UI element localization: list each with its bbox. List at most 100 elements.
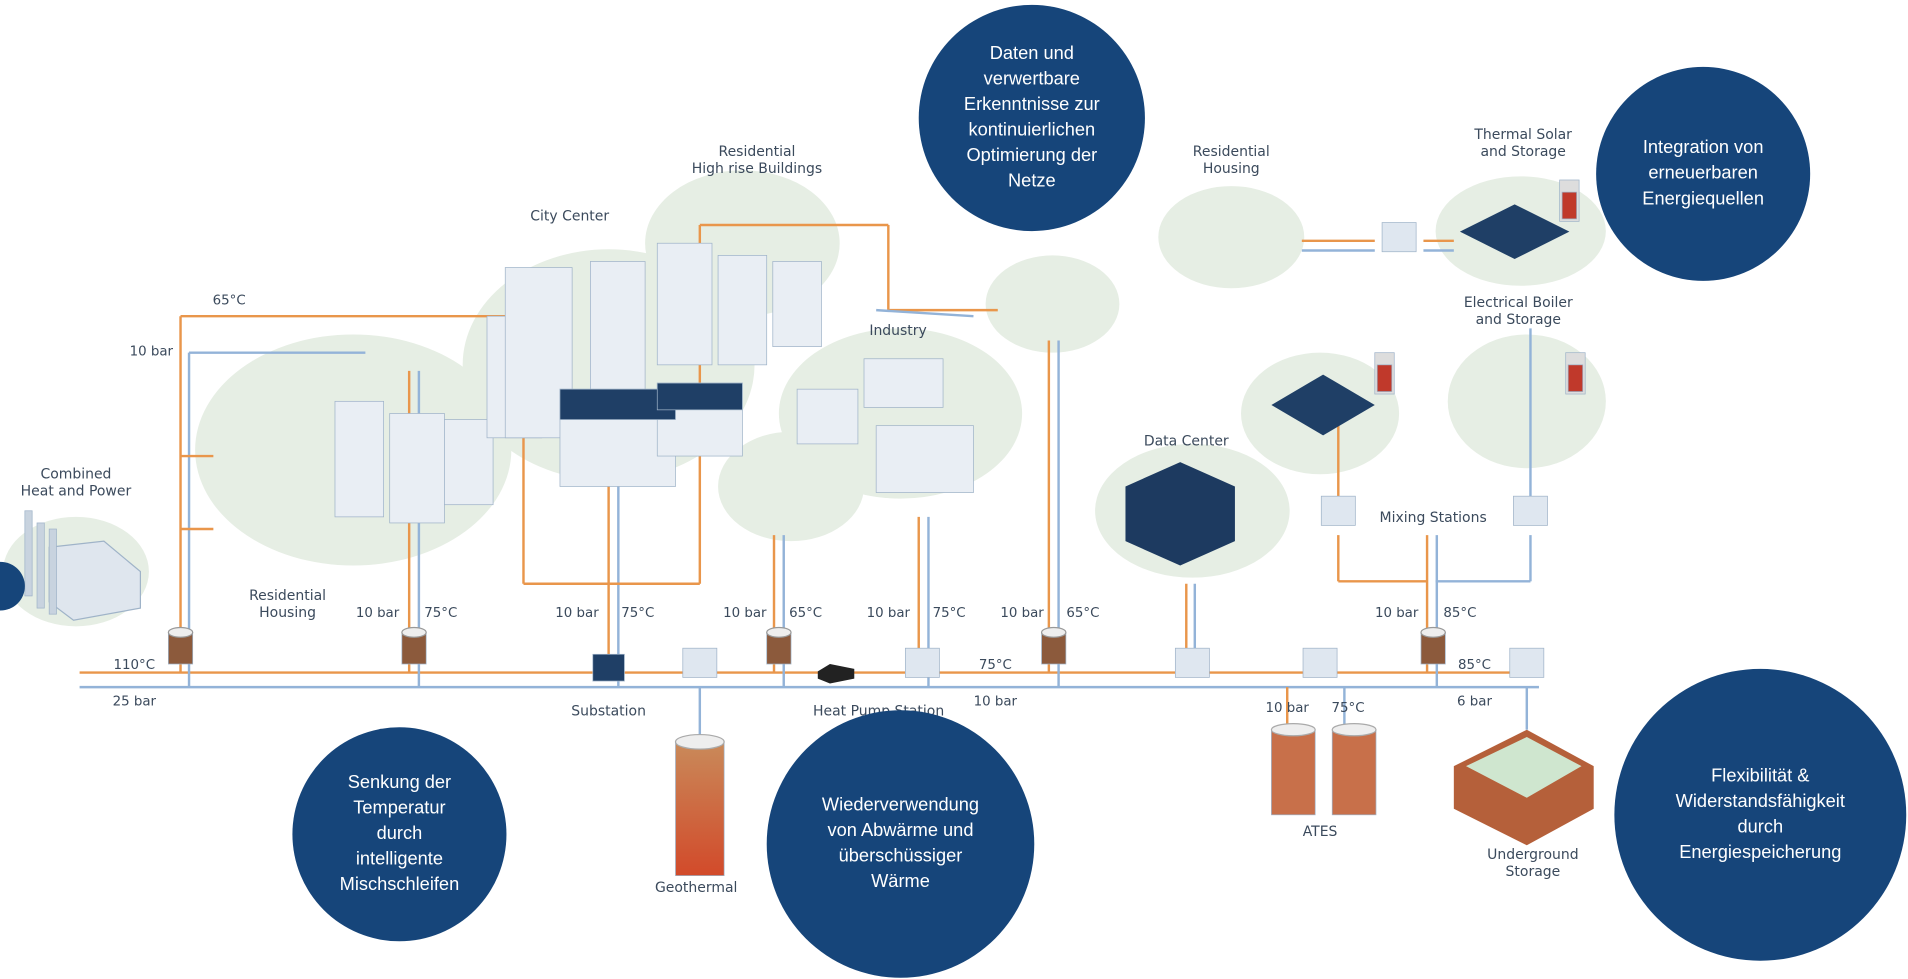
place-label: Underground xyxy=(1487,847,1578,863)
bubble-text: Flexibilität & xyxy=(1711,764,1809,785)
place-label: and Storage xyxy=(1476,312,1561,328)
building xyxy=(1175,648,1209,677)
place-label: Storage xyxy=(1506,864,1561,880)
building xyxy=(905,648,939,677)
pipe-label: 65°C xyxy=(789,606,822,621)
place-label: Industry xyxy=(869,323,926,339)
building xyxy=(683,648,717,677)
pipe-label: 10 bar xyxy=(130,344,174,359)
bubble-text: durch xyxy=(377,822,423,843)
building xyxy=(25,511,32,596)
bubble-text: Netze xyxy=(1008,170,1056,191)
bubble-text: überschüssiger xyxy=(839,845,963,866)
pipe-label: 75°C xyxy=(424,606,457,621)
bubble-text: Energiequellen xyxy=(1642,187,1764,208)
pipe-label: 75°C xyxy=(1332,701,1365,716)
building xyxy=(1303,648,1337,677)
pipe-label: 110°C xyxy=(114,658,156,673)
pipe-label: 85°C xyxy=(1458,658,1491,673)
pipe-label: 75°C xyxy=(621,606,654,621)
bubble-text: Wiederverwendung xyxy=(822,794,979,815)
place-label: Mixing Stations xyxy=(1380,510,1487,526)
area-blob xyxy=(986,255,1120,352)
building xyxy=(390,413,445,522)
bubble-text: Optimierung der xyxy=(966,144,1097,165)
energy-network-diagram: CombinedHeat and PowerResidentialHousing… xyxy=(0,0,1908,979)
building xyxy=(1562,192,1577,219)
building xyxy=(718,255,767,364)
pipe-label: 10 bar xyxy=(723,606,767,621)
building xyxy=(1271,730,1315,815)
bubble-text: von Abwärme und xyxy=(828,819,974,840)
pipe-label: 10 bar xyxy=(356,606,400,621)
place-label: Residential xyxy=(1193,144,1270,160)
pipe-label: 10 bar xyxy=(867,606,911,621)
geo-top xyxy=(676,735,725,750)
place-label: City Center xyxy=(530,208,609,224)
building xyxy=(1321,496,1355,525)
place-label: ATES xyxy=(1303,824,1338,840)
place-label: Residential xyxy=(719,144,796,160)
bubble-text: Erkenntnisse zur xyxy=(964,93,1100,114)
bubble-text: Wärme xyxy=(871,870,930,891)
exchanger-top xyxy=(767,628,791,638)
pipe-label: 10 bar xyxy=(555,606,599,621)
ates-top xyxy=(1271,724,1315,736)
place-label: Combined xyxy=(40,466,111,482)
place-label: Heat and Power xyxy=(21,483,132,499)
pipe-label: 6 bar xyxy=(1457,695,1492,710)
place-label: Geothermal xyxy=(655,880,737,896)
exchanger-top xyxy=(1042,628,1066,638)
pipe-label: 65°C xyxy=(1066,606,1099,621)
pipe-label: 65°C xyxy=(213,293,246,308)
bubble-text: verwertbare xyxy=(984,67,1080,88)
building xyxy=(590,261,645,401)
bubble-text: durch xyxy=(1737,815,1783,836)
building xyxy=(876,426,973,493)
pipe-label: 10 bar xyxy=(974,695,1018,710)
building xyxy=(773,261,822,346)
ates-top xyxy=(1332,724,1376,736)
building xyxy=(797,389,858,444)
building xyxy=(657,243,712,365)
bubble-text: Integration von xyxy=(1643,136,1764,157)
place-label: Substation xyxy=(571,703,646,719)
bubble-text: Energiespeicherung xyxy=(1679,841,1841,862)
building xyxy=(1513,496,1547,525)
bubble-text: intelligente xyxy=(356,848,443,869)
building xyxy=(1377,365,1392,392)
place-label: Data Center xyxy=(1144,433,1229,449)
building xyxy=(1382,223,1416,252)
area-blob xyxy=(1158,186,1304,288)
building xyxy=(593,654,625,681)
bubble-text: Temperatur xyxy=(353,797,445,818)
place-label: Housing xyxy=(1203,161,1260,177)
pipe-label: 10 bar xyxy=(1000,606,1044,621)
exchanger-top xyxy=(402,628,426,638)
pipe-label: 25 bar xyxy=(113,695,157,710)
place-label: High rise Buildings xyxy=(692,161,822,177)
bubble-text: Senkung der xyxy=(348,771,451,792)
bubble-text: kontinuierlichen xyxy=(968,119,1095,140)
pipe-label: 10 bar xyxy=(1375,606,1419,621)
pipe-label: 85°C xyxy=(1443,606,1476,621)
building xyxy=(1510,648,1544,677)
building xyxy=(49,529,56,614)
exchanger-top xyxy=(1421,628,1445,638)
exchanger-top xyxy=(168,628,192,638)
building xyxy=(444,420,493,505)
place-label: and Storage xyxy=(1480,144,1565,160)
pipe-label: 75°C xyxy=(933,606,966,621)
bubble-text: Widerstandsfähigkeit xyxy=(1676,790,1845,811)
bubble-text: erneuerbaren xyxy=(1648,162,1758,183)
building xyxy=(1568,365,1583,392)
place-label: Housing xyxy=(259,605,316,621)
bubble-text: Mischschleifen xyxy=(340,873,460,894)
place-label: Thermal Solar xyxy=(1473,127,1572,143)
bubble-text: Daten und xyxy=(990,42,1074,63)
building xyxy=(864,359,943,408)
building xyxy=(1332,730,1376,815)
building xyxy=(37,523,44,608)
building xyxy=(676,742,725,876)
pipe-label: 75°C xyxy=(979,658,1012,673)
